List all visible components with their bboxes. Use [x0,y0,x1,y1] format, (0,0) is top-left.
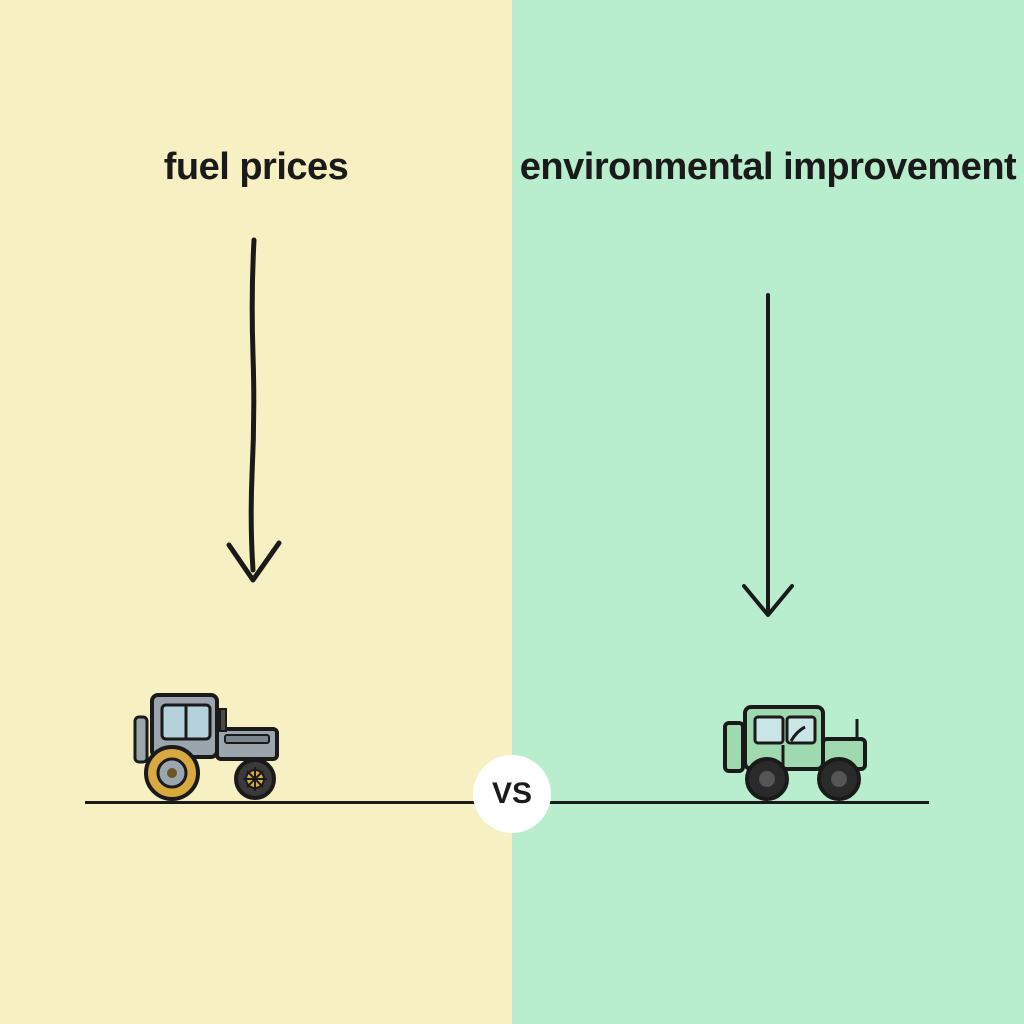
down-arrow-icon [728,290,808,640]
down-arrow-icon [211,235,301,615]
vs-badge: VS [473,755,551,833]
truck-icon [719,697,884,802]
left-panel: fuel prices [0,0,512,1024]
left-heading: fuel prices [0,145,512,191]
tractor-icon [130,687,300,802]
vs-label: VS [492,777,532,811]
right-panel: environmental improvement [512,0,1024,1024]
right-heading: environmental improvement [512,145,1024,191]
comparison-container: fuel prices [0,0,1024,1024]
